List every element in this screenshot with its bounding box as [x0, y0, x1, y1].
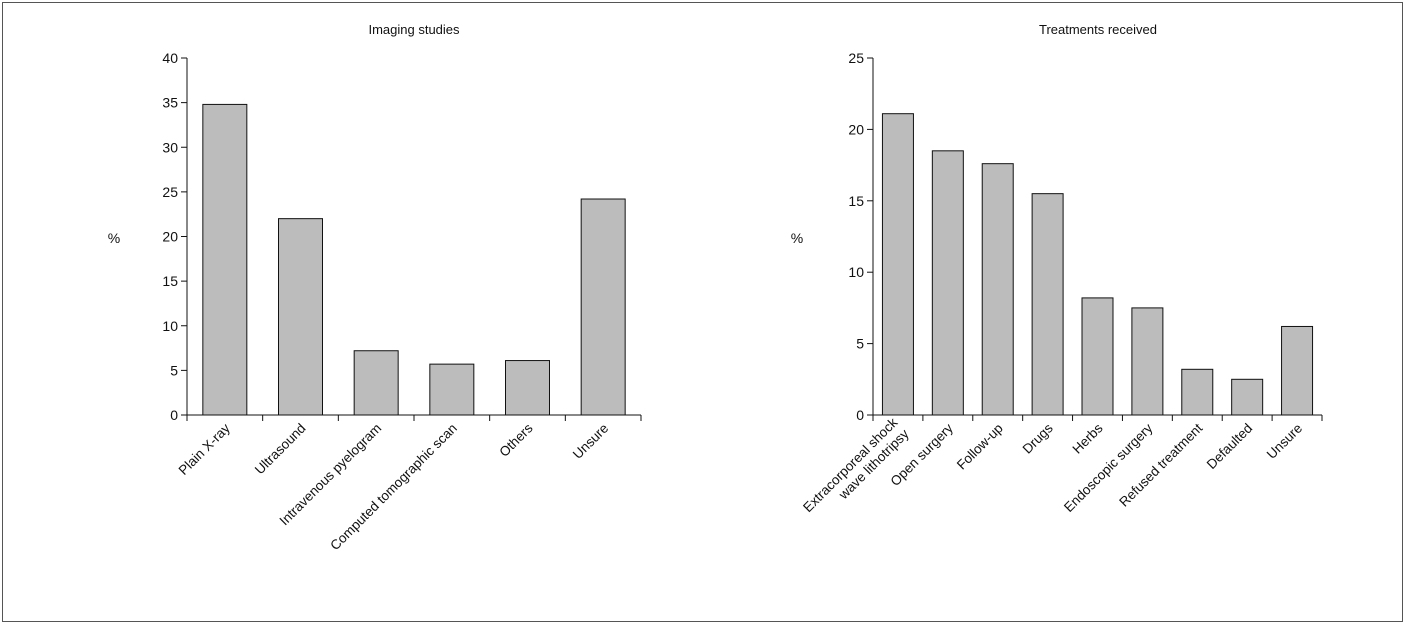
imaging-studies-y-tick-label: 35 — [162, 95, 178, 111]
imaging-studies-y-tick-label: 25 — [162, 184, 178, 200]
treatments-received-bar — [1081, 297, 1114, 416]
treatments-received-y-tick-label: 5 — [856, 336, 864, 352]
imaging-studies-y-axis-label: % — [108, 230, 120, 246]
imaging-studies-bar — [429, 363, 475, 416]
treatments-received-category-label: Defaulted — [1204, 421, 1255, 472]
treatments-received-category-label: Unsure — [1264, 421, 1305, 462]
imaging-studies-y-tick-label: 40 — [162, 50, 178, 66]
treatments-received-bar — [1231, 378, 1264, 416]
imaging-studies-bar — [202, 103, 248, 416]
treatments-received-y-tick-label: 25 — [848, 50, 864, 66]
imaging-studies-y-tick-label: 5 — [170, 362, 178, 378]
imaging-studies-title: Imaging studies — [368, 22, 460, 37]
treatments-received-category-label: Drugs — [1020, 420, 1056, 456]
imaging-studies-category-label: Ultrasound — [252, 421, 309, 478]
treatments-received-chart: Treatments received%0510152025Extracorpo… — [791, 22, 1323, 515]
imaging-studies-y-tick-label: 10 — [162, 318, 178, 334]
treatments-received-category-label: Herbs — [1070, 420, 1106, 456]
treatments-received-bar — [1181, 368, 1214, 416]
treatments-received-bar — [881, 113, 914, 416]
treatments-received-bar — [1281, 325, 1314, 416]
imaging-studies-category-label: Plain X-ray — [176, 420, 233, 477]
treatments-received-bar — [981, 163, 1014, 416]
imaging-studies-y-tick-label: 20 — [162, 229, 178, 245]
figure-svg: Imaging studies% 0 5 10 15 20 25 30 35 40 Plain X-… — [108, 22, 1323, 554]
treatments-received-category-label: Follow-up — [954, 421, 1006, 473]
treatments-received-y-tick-label: 15 — [848, 193, 864, 209]
treatments-received-y-tick-label: 10 — [848, 264, 864, 280]
imaging-studies-category-label: Unsure — [570, 421, 611, 462]
imaging-studies-bar — [505, 360, 550, 416]
imaging-studies-bar — [278, 218, 323, 416]
imaging-studies-category-label: Computed tomographic scan — [327, 421, 460, 554]
imaging-studies-bar — [353, 350, 399, 416]
imaging-studies-y-tick-label: 30 — [162, 139, 178, 155]
treatments-received-bar — [1031, 193, 1064, 416]
treatments-received-bar — [931, 150, 964, 416]
treatments-received-y-axis-label: % — [791, 230, 803, 246]
treatments-received-category-label: Refused treatment — [1116, 420, 1205, 509]
imaging-studies-bar — [580, 198, 626, 416]
treatments-received-title: Treatments received — [1039, 22, 1157, 37]
treatments-received-y-tick-label: 0 — [856, 407, 864, 423]
treatments-received-category-label: Endoscopic surgery — [1061, 420, 1156, 515]
imaging-studies-y-tick-label: 15 — [162, 273, 178, 289]
imaging-studies-chart: Imaging studies% 0 5 10 15 20 25 30 35 40 Plain X-… — [108, 22, 642, 554]
imaging-studies-category-label: Others — [496, 420, 535, 459]
treatments-received-y-tick-label: 20 — [848, 121, 864, 137]
imaging-studies-y-tick-label: 0 — [170, 407, 178, 423]
treatments-received-bar — [1131, 307, 1164, 416]
